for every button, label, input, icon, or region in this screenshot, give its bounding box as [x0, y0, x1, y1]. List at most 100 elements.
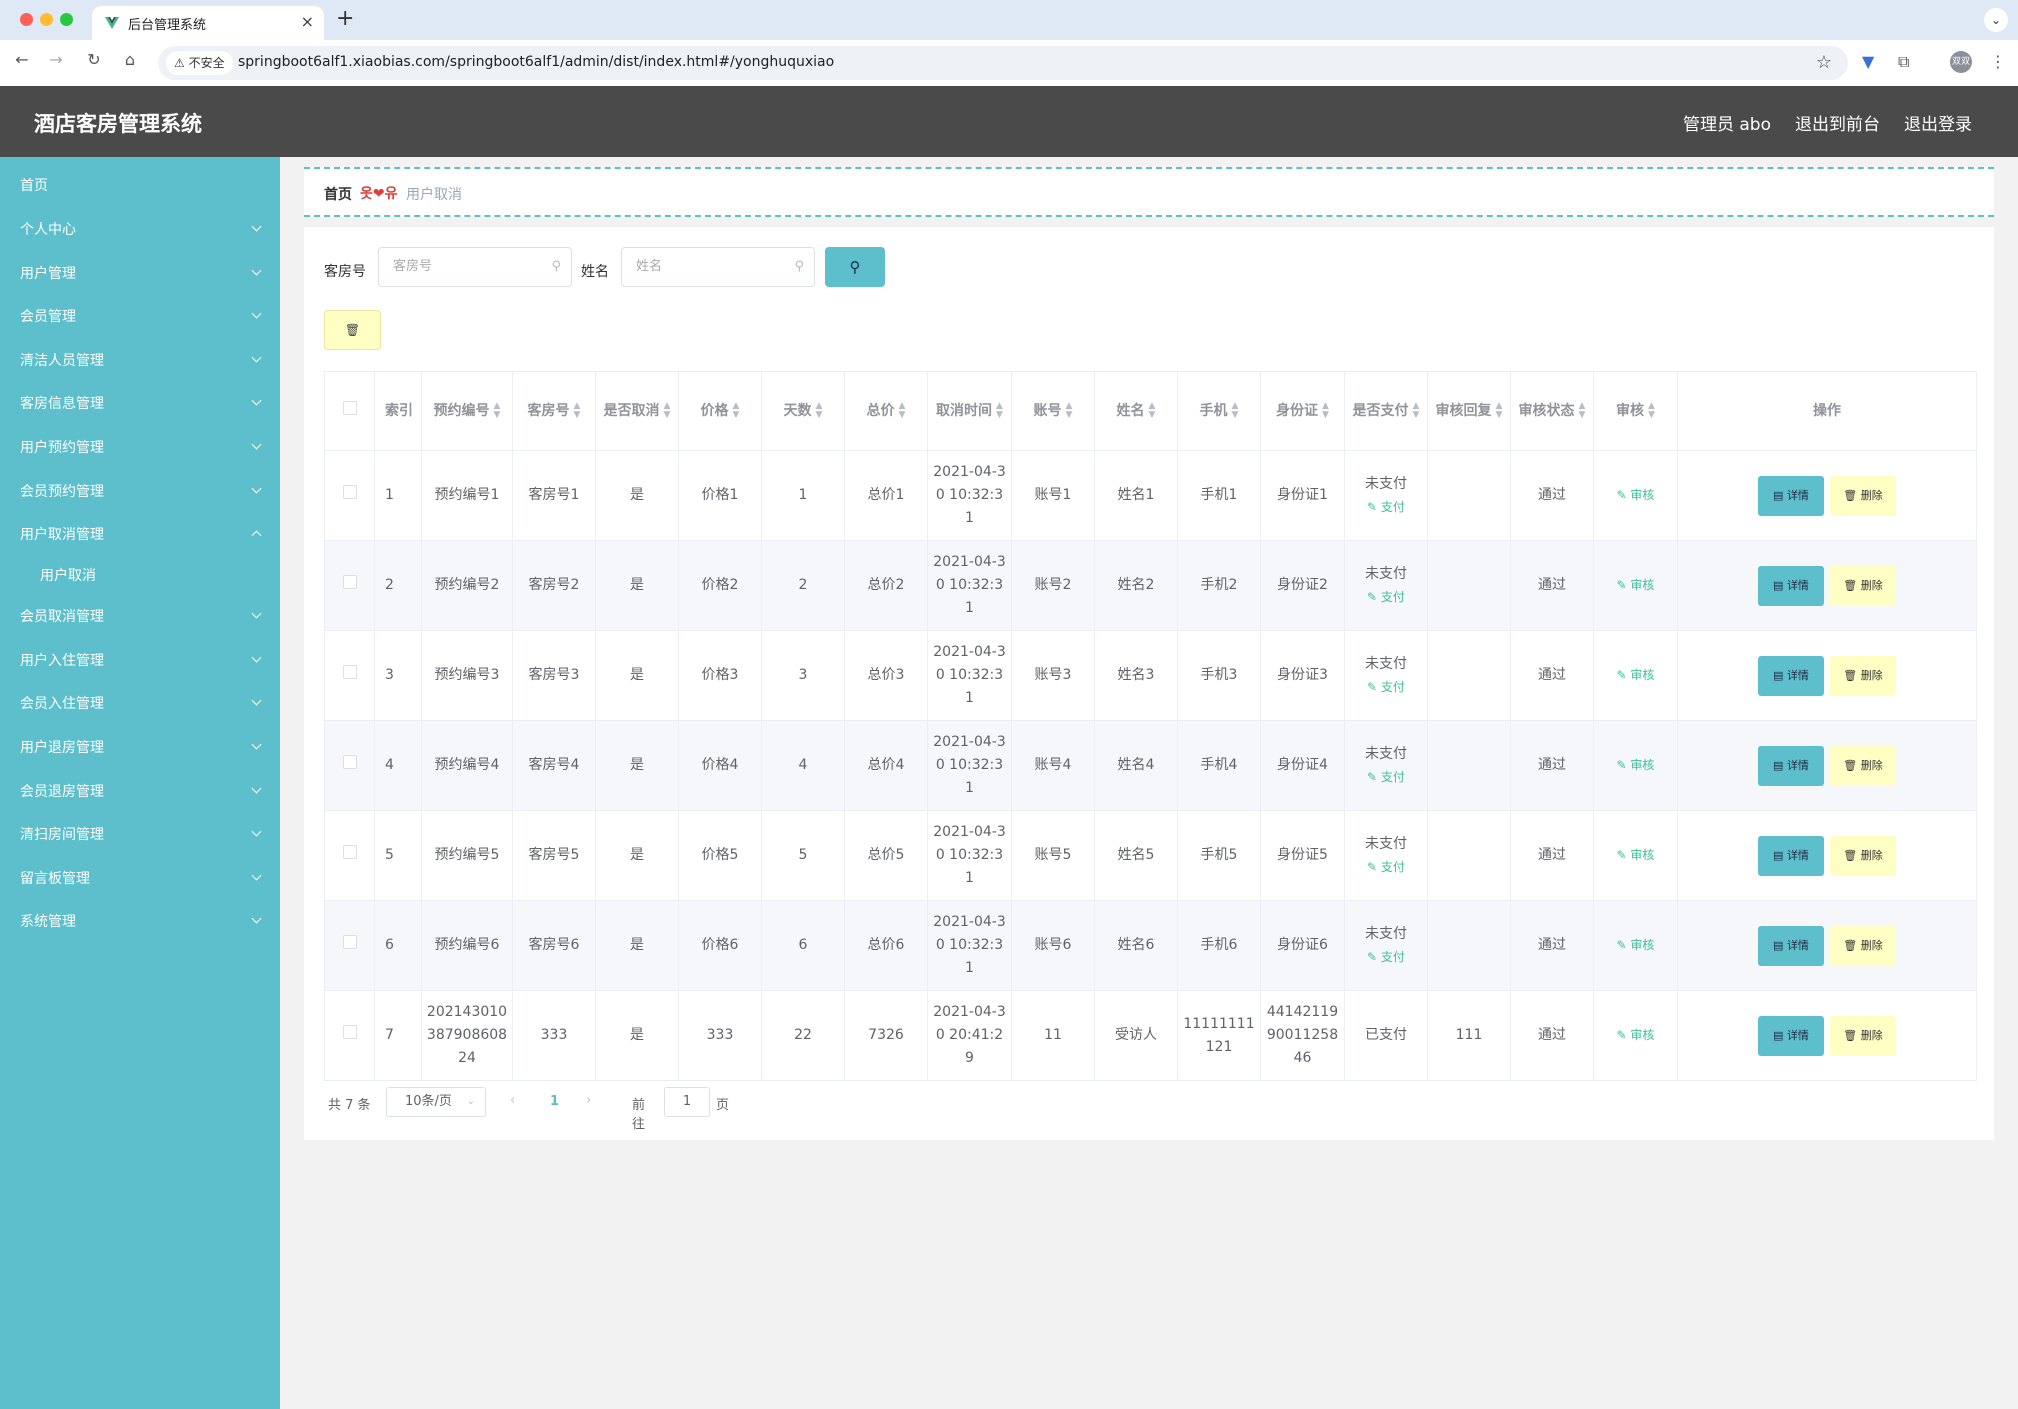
row-select-cell[interactable]	[324, 630, 375, 721]
next-page-icon[interactable]: ›	[586, 1093, 592, 1108]
detail-button[interactable]: ▤ 详情	[1758, 1015, 1824, 1056]
sidebar-item[interactable]: 清洁人员管理	[0, 332, 280, 388]
exit-to-frontend-link[interactable]: 退出到前台	[1795, 115, 1880, 135]
row-select-cell[interactable]	[324, 990, 375, 1081]
logout-link[interactable]: 退出登录	[1904, 115, 1972, 135]
audit-link[interactable]: ✎ 审核	[1617, 578, 1655, 592]
sort-caret-icon[interactable]: ▲ ▼	[898, 400, 906, 420]
search-button[interactable]: ⚲	[825, 247, 885, 287]
column-header[interactable]: 账号 ▲ ▼	[1011, 371, 1095, 451]
sort-caret-icon[interactable]: ▲ ▼	[1148, 400, 1156, 420]
sidebar-item[interactable]: 留言板管理	[0, 850, 280, 906]
page-size-select[interactable]: 10条/页 ⌄	[386, 1087, 486, 1117]
batch-delete-button[interactable]: 🗑	[324, 310, 381, 350]
sidebar-item[interactable]: 系统管理	[0, 893, 280, 949]
row-select-cell[interactable]	[324, 450, 375, 541]
delete-button[interactable]: 🗑 删除	[1830, 925, 1896, 966]
sidebar-subitem[interactable]: 用户取消	[0, 547, 280, 603]
sort-caret-icon[interactable]: ▲ ▼	[1495, 400, 1503, 420]
delete-button[interactable]: 🗑 删除	[1830, 475, 1896, 516]
sort-caret-icon[interactable]: ▲ ▼	[732, 400, 740, 420]
close-window-button[interactable]	[20, 13, 33, 26]
delete-button[interactable]: 🗑 删除	[1830, 655, 1896, 696]
sort-caret-icon[interactable]: ▲ ▼	[1578, 400, 1586, 420]
select-all-cell[interactable]	[324, 371, 375, 451]
sort-caret-icon[interactable]: ▲ ▼	[815, 400, 823, 420]
security-indicator[interactable]: ⚠ 不安全	[166, 51, 233, 75]
sort-caret-icon[interactable]: ▲ ▼	[1648, 400, 1655, 420]
row-checkbox[interactable]	[342, 935, 357, 949]
pay-link[interactable]: ✎ 支付	[1349, 496, 1423, 519]
vue-devtools-icon[interactable]: ▼	[1862, 52, 1875, 71]
column-header[interactable]: 预约编号 ▲ ▼	[421, 371, 513, 451]
sort-caret-icon[interactable]: ▲ ▼	[1322, 400, 1329, 420]
column-header[interactable]: 价格 ▲ ▼	[678, 371, 762, 451]
bookmark-star-icon[interactable]: ☆	[1815, 52, 1832, 73]
sidebar-item[interactable]: 会员管理	[0, 288, 280, 344]
sort-caret-icon[interactable]: ▲ ▼	[493, 400, 501, 420]
delete-button[interactable]: 🗑 删除	[1830, 835, 1896, 876]
room-search-input[interactable]: 客房号 ⚲	[378, 247, 572, 287]
sidebar-item[interactable]: 用户取消管理	[0, 506, 280, 562]
row-select-cell[interactable]	[324, 900, 375, 991]
maximize-window-button[interactable]	[60, 13, 73, 26]
url-text[interactable]: springboot6alf1.xiaobias.com/springboot6…	[238, 54, 835, 70]
pay-link[interactable]: ✎ 支付	[1349, 856, 1423, 879]
sidebar-item[interactable]: 用户管理	[0, 245, 280, 301]
sidebar-item[interactable]: 会员退房管理	[0, 763, 280, 819]
detail-button[interactable]: ▤ 详情	[1758, 475, 1824, 516]
sidebar-item[interactable]: 用户入住管理	[0, 632, 280, 688]
page-number[interactable]: 1	[550, 1094, 560, 1109]
new-tab-icon[interactable]: +	[336, 6, 355, 31]
detail-button[interactable]: ▤ 详情	[1758, 925, 1824, 966]
browser-menu-icon[interactable]: ⋮	[1990, 52, 2006, 71]
column-header[interactable]: 总价 ▲ ▼	[844, 371, 928, 451]
home-icon[interactable]: ⌂	[124, 50, 136, 69]
forward-icon[interactable]: →	[49, 50, 63, 69]
audit-link[interactable]: ✎ 审核	[1617, 758, 1655, 772]
sidebar-item[interactable]: 首页	[0, 157, 280, 213]
sidebar-item[interactable]: 会员取消管理	[0, 588, 280, 644]
sort-caret-icon[interactable]: ▲ ▼	[573, 400, 581, 420]
sidebar-item[interactable]: 会员预约管理	[0, 463, 280, 519]
column-header[interactable]: 手机 ▲ ▼	[1177, 371, 1261, 451]
detail-button[interactable]: ▤ 详情	[1758, 565, 1824, 606]
column-header[interactable]: 是否取消 ▲ ▼	[595, 371, 679, 451]
sidebar-item[interactable]: 用户预约管理	[0, 419, 280, 475]
profile-avatar[interactable]: 双双	[1950, 51, 1972, 73]
detail-button[interactable]: ▤ 详情	[1758, 835, 1824, 876]
pay-link[interactable]: ✎ 支付	[1349, 946, 1423, 969]
column-header[interactable]: 审核状态 ▲ ▼	[1510, 371, 1594, 451]
pay-link[interactable]: ✎ 支付	[1349, 676, 1423, 699]
column-header[interactable]: 审核 ▲ ▼	[1593, 371, 1678, 451]
delete-button[interactable]: 🗑 删除	[1830, 745, 1896, 786]
tab-search-chevron-icon[interactable]: ⌄	[1984, 8, 2008, 32]
name-search-input[interactable]: 姓名 ⚲	[621, 247, 815, 287]
column-header[interactable]: 身份证 ▲ ▼	[1260, 371, 1345, 451]
browser-tab[interactable]: 后台管理系统 ×	[92, 6, 324, 40]
sort-caret-icon[interactable]: ▲ ▼	[1065, 400, 1073, 420]
delete-button[interactable]: 🗑 删除	[1830, 565, 1896, 606]
delete-button[interactable]: 🗑 删除	[1830, 1015, 1896, 1056]
sidebar-item[interactable]: 清扫房间管理	[0, 806, 280, 862]
column-header[interactable]: 客房号 ▲ ▼	[512, 371, 596, 451]
close-tab-icon[interactable]: ×	[300, 12, 314, 31]
goto-page-input[interactable]: 1	[664, 1087, 710, 1117]
row-select-cell[interactable]	[324, 720, 375, 811]
address-bar[interactable]: ⚠ 不安全 springboot6alf1.xiaobias.com/sprin…	[158, 46, 1848, 80]
row-select-cell[interactable]	[324, 540, 375, 631]
row-checkbox[interactable]	[342, 665, 357, 679]
row-checkbox[interactable]	[342, 755, 357, 769]
column-header[interactable]: 天数 ▲ ▼	[761, 371, 845, 451]
row-checkbox[interactable]	[342, 575, 357, 589]
row-select-cell[interactable]	[324, 810, 375, 901]
audit-link[interactable]: ✎ 审核	[1617, 488, 1655, 502]
minimize-window-button[interactable]	[40, 13, 53, 26]
sidebar-item[interactable]: 会员入住管理	[0, 675, 280, 731]
sidebar-item[interactable]: 用户退房管理	[0, 719, 280, 775]
column-header[interactable]: 是否支付 ▲ ▼	[1344, 371, 1428, 451]
column-header[interactable]: 取消时间 ▲ ▼	[927, 371, 1012, 451]
row-checkbox[interactable]	[342, 485, 357, 499]
audit-link[interactable]: ✎ 审核	[1617, 1028, 1655, 1042]
sort-caret-icon[interactable]: ▲ ▼	[1412, 400, 1420, 420]
